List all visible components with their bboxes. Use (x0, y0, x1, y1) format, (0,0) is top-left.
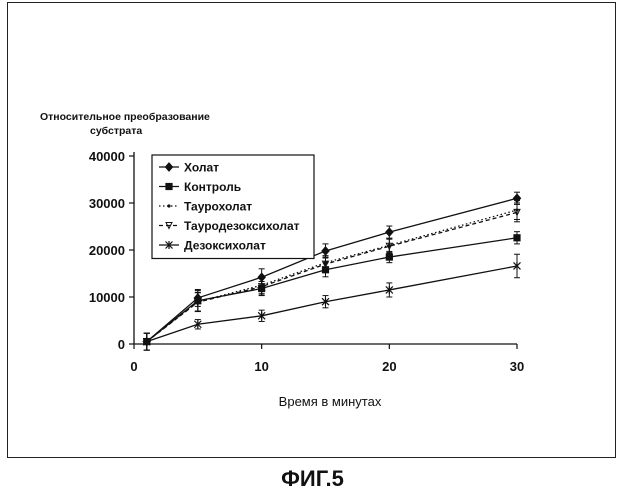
x-tick-label: 20 (382, 359, 396, 374)
series-line (147, 266, 517, 342)
figure-caption: ФИГ.5 (0, 466, 625, 492)
y-axis-label: субстрата (90, 125, 142, 137)
x-tick-label: 0 (130, 359, 137, 374)
y-tick-label: 20000 (89, 243, 125, 258)
data-point (386, 228, 393, 236)
y-tick-label: 10000 (89, 290, 125, 305)
x-tick-label: 10 (254, 359, 268, 374)
legend-marker (166, 184, 172, 190)
chart-svg: 0 10000 20000 30000 40000 0 10 20 30 Относительно… (8, 3, 617, 459)
legend: Холат Контроль Таурохолат Тауродезоксихолат… (152, 155, 314, 259)
data-point (514, 235, 520, 241)
legend-label: Таурохолат (184, 200, 252, 214)
legend-label: Дезоксихолат (184, 239, 266, 253)
x-tick-label: 30 (510, 359, 524, 374)
chart-frame: 0 10000 20000 30000 40000 0 10 20 30 Относительно… (7, 2, 616, 458)
x-axis-label: Время в минутах (279, 394, 382, 409)
legend-label: Контроль (184, 180, 241, 194)
y-tick-label: 30000 (89, 196, 125, 211)
y-axis-label: Относительное преобразование (40, 111, 210, 123)
data-point (322, 247, 329, 255)
legend-label: Холат (184, 161, 219, 175)
y-tick-label: 40000 (89, 149, 125, 164)
legend-label: Тауродезоксихолат (184, 219, 300, 233)
data-point (386, 254, 392, 260)
legend-marker (167, 204, 170, 207)
y-tick-label: 0 (118, 337, 125, 352)
